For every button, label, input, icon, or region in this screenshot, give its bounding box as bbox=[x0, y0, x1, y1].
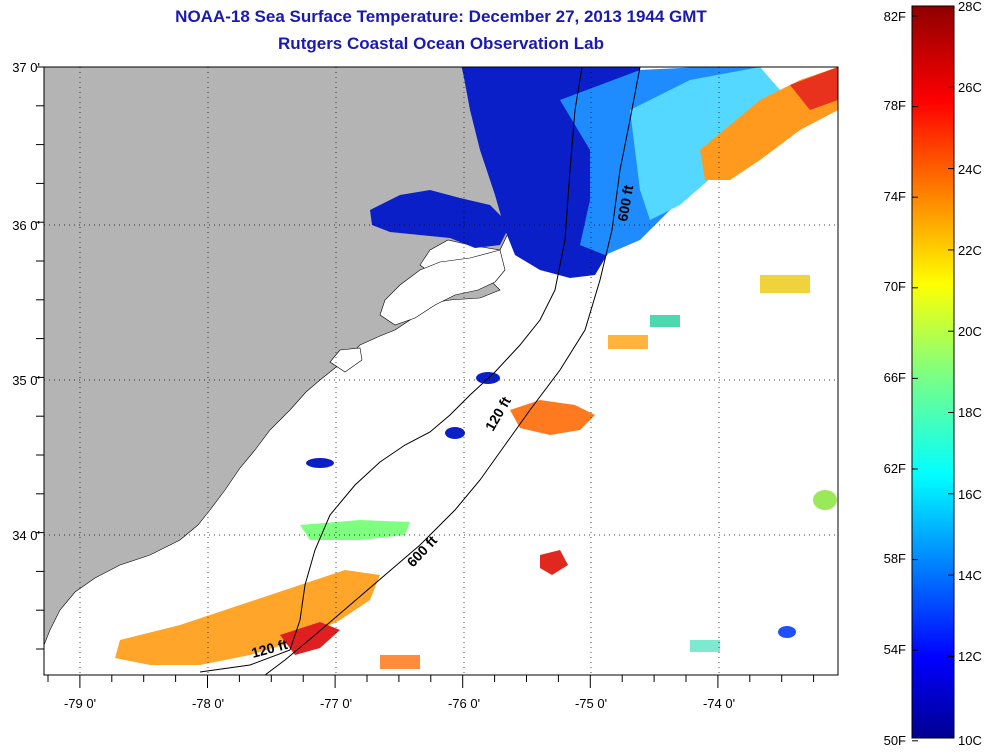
inlet-water bbox=[329, 347, 363, 373]
lon-label-75: -75 0' bbox=[575, 696, 607, 711]
cb-c-28: 28C bbox=[958, 0, 982, 14]
cb-c-26: 26C bbox=[958, 80, 982, 95]
sst-patch-1 bbox=[650, 315, 680, 327]
sst-south-green bbox=[300, 520, 410, 540]
cb-c-14: 14C bbox=[958, 568, 982, 583]
plot-frame bbox=[43, 66, 839, 676]
lat-ticks bbox=[36, 66, 44, 650]
cb-f-50: 50F bbox=[884, 733, 906, 748]
sst-hot-ne bbox=[790, 67, 838, 110]
map-title: NOAA-18 Sea Surface Temperature: Decembe… bbox=[175, 7, 707, 26]
sst-green-blob bbox=[813, 490, 837, 510]
colorbar bbox=[911, 5, 955, 739]
sst-patch-2 bbox=[760, 275, 810, 293]
lat-label-37: 37 0' bbox=[12, 60, 40, 75]
map-subtitle: Rutgers Coastal Ocean Observation Lab bbox=[278, 34, 604, 53]
lat-label-36: 36 0' bbox=[12, 218, 40, 233]
lon-label-78: -78 0' bbox=[192, 696, 224, 711]
isobath-600ft bbox=[264, 67, 641, 675]
sst-south-hot bbox=[280, 622, 340, 655]
sst-cold-blob-2 bbox=[445, 427, 465, 439]
cb-c-24: 24C bbox=[958, 162, 982, 177]
cb-c-16: 16C bbox=[958, 487, 982, 502]
cb-f-74: 74F bbox=[884, 189, 906, 204]
cb-f-66: 66F bbox=[884, 370, 906, 385]
cb-c-20: 20C bbox=[958, 324, 982, 339]
sst-cyan-band bbox=[630, 67, 780, 220]
lon-label-79: -79 0' bbox=[64, 696, 96, 711]
lat-label-34: 34 0' bbox=[12, 528, 40, 543]
lon-label-74: -74 0' bbox=[703, 696, 735, 711]
lat-label-35: 35 0' bbox=[12, 373, 40, 388]
contour-label-600-north: 600 ft bbox=[614, 183, 636, 222]
sst-cold-blob-3 bbox=[306, 458, 334, 468]
isobath-120ft bbox=[199, 67, 583, 673]
lon-ticks bbox=[47, 675, 815, 688]
cb-f-62: 62F bbox=[884, 461, 906, 476]
cb-c-12: 12C bbox=[958, 649, 982, 664]
sst-south-plume bbox=[115, 570, 380, 665]
sound-water bbox=[379, 249, 506, 326]
cb-c-18: 18C bbox=[958, 405, 982, 420]
cb-f-78: 78F bbox=[884, 98, 906, 113]
lon-label-76: -76 0' bbox=[448, 696, 480, 711]
lon-label-77: -77 0' bbox=[320, 696, 352, 711]
cb-f-82: 82F bbox=[884, 9, 906, 24]
cb-c-10: 10C bbox=[958, 733, 982, 748]
sst-cold-blob-4 bbox=[778, 626, 796, 638]
sst-hot-spot-mid bbox=[540, 550, 568, 575]
sst-patch-4 bbox=[690, 640, 720, 652]
sst-patch-5 bbox=[380, 655, 420, 669]
sst-sound-blue bbox=[370, 190, 510, 248]
cb-f-58: 58F bbox=[884, 551, 906, 566]
cb-c-22: 22C bbox=[958, 243, 982, 258]
cb-f-54: 54F bbox=[884, 642, 906, 657]
sst-patch-3 bbox=[608, 335, 648, 349]
colorbar-ticks bbox=[912, 5, 954, 742]
cb-f-70: 70F bbox=[884, 279, 906, 294]
